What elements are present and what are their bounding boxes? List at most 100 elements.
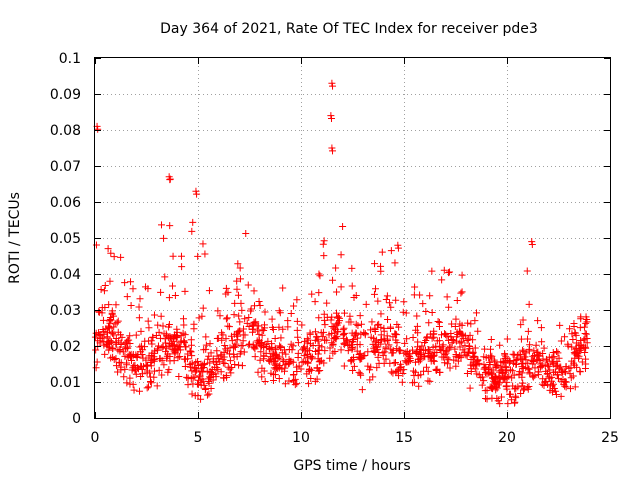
data-point [552,391,560,399]
data-point [228,337,236,345]
data-point [459,335,467,343]
data-point [251,344,259,352]
data-point [173,331,181,339]
data-point [354,334,362,342]
data-point [315,289,323,297]
data-point [117,253,125,261]
x-tick-label: 0 [91,430,100,446]
data-point [526,341,534,349]
data-point [160,234,168,242]
data-point [181,363,189,371]
data-point [293,380,301,388]
data-point [451,323,459,331]
data-point [380,359,388,367]
data-point [364,362,372,370]
data-point [480,377,488,385]
data-point [430,352,438,360]
data-point [107,354,115,362]
data-point [510,371,518,379]
data-point [332,264,340,272]
data-point [581,364,589,372]
data-point [164,368,172,376]
data-point [224,363,232,371]
data-point [494,381,502,389]
data-point [496,341,504,349]
data-point [247,305,255,313]
data-point [261,308,269,316]
data-point [333,288,341,296]
data-point [192,187,200,195]
data-point [546,382,554,390]
data-point [273,360,281,368]
data-point [254,368,262,376]
data-point [160,361,168,369]
data-point [394,241,402,249]
data-point [321,321,329,329]
data-point [150,311,158,319]
data-point [222,345,230,353]
data-point [267,369,275,377]
data-point [430,330,438,338]
data-point [523,383,531,391]
data-point [581,349,589,357]
data-point [151,347,159,355]
data-point [290,302,298,310]
data-point [525,382,533,390]
data-point [395,372,403,380]
data-point [446,364,454,372]
data-point [251,353,259,361]
data-point [549,386,557,394]
data-point [386,299,394,307]
data-point [319,240,327,248]
data-point [177,337,185,345]
data-point [315,270,323,278]
data-point [554,371,562,379]
data-point [147,337,155,345]
data-point [271,371,279,379]
data-point [412,349,420,357]
data-point [92,364,100,372]
data-point [320,237,328,245]
data-point [137,327,145,335]
data-point [577,336,585,344]
data-point [294,349,302,357]
data-point [207,374,215,382]
data-point [413,322,421,330]
data-point [350,362,358,370]
data-point [406,353,414,361]
data-point [328,79,336,87]
data-point [109,345,117,353]
data-point [145,324,153,332]
data-point [284,317,292,325]
data-point [326,344,334,352]
data-point [144,285,152,293]
data-point [450,356,458,364]
data-point [536,363,544,371]
data-point [234,291,242,299]
data-point [392,296,400,304]
data-point [492,374,500,382]
data-point [403,335,411,343]
data-point [532,356,540,364]
data-point [206,340,214,348]
data-point [545,373,553,381]
data-point [443,293,451,301]
data-point [183,373,191,381]
data-point [501,351,509,359]
data-point [371,260,379,268]
data-point [110,312,118,320]
x-tick-label: 5 [194,430,203,446]
data-point [236,264,244,272]
data-points [91,79,591,408]
data-point [496,400,504,408]
data-point [481,345,489,353]
data-point [401,357,409,365]
data-point [269,376,277,384]
data-point [298,358,306,366]
data-point [567,385,575,393]
data-point [349,338,357,346]
data-point [340,362,348,370]
data-point [239,337,247,345]
y-tick-label: 0.1 [59,51,81,67]
data-point [323,313,331,321]
